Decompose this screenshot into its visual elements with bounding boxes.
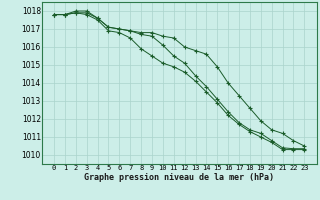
X-axis label: Graphe pression niveau de la mer (hPa): Graphe pression niveau de la mer (hPa) (84, 173, 274, 182)
